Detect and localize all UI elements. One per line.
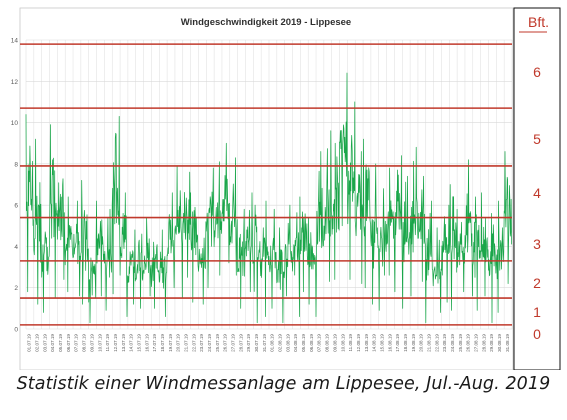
beaufort-label-0: 0 <box>533 326 541 342</box>
y-axis-tick-labels: 0 2 4 6 8 10 12 14 <box>11 38 19 334</box>
beaufort-scale-panel <box>513 7 561 370</box>
x-tick-label: 09.08.19 <box>332 334 337 352</box>
x-tick-label: 25.08.19 <box>458 334 463 352</box>
x-tick-label: 21.07.19 <box>183 334 188 352</box>
x-tick-label: 07.07.19 <box>74 334 79 352</box>
x-tick-label: 30.08.19 <box>497 334 502 352</box>
x-tick-label: 17.07.19 <box>152 334 157 352</box>
x-tick-label: 30.07.19 <box>254 334 259 352</box>
beaufort-label-5: 5 <box>533 131 541 147</box>
x-tick-label: 24.08.19 <box>450 334 455 352</box>
x-tick-label: 05.08.19 <box>301 334 306 352</box>
x-tick-label: 31.07.19 <box>262 334 267 352</box>
x-tick-label: 06.07.19 <box>66 334 71 352</box>
y-tick-label: 2 <box>14 285 18 292</box>
x-tick-label: 18.08.19 <box>403 334 408 352</box>
x-tick-label: 28.08.19 <box>481 334 486 352</box>
x-tick-label: 08.08.19 <box>325 334 330 352</box>
x-tick-label: 01.08.19 <box>270 334 275 352</box>
x-tick-label: 15.07.19 <box>136 334 141 352</box>
x-tick-label: 25.07.19 <box>215 334 220 352</box>
x-tick-label: 04.07.19 <box>50 334 55 352</box>
y-tick-label: 6 <box>14 203 18 210</box>
wind-speed-chart: Windgeschwindigkeit 2019 - Lippesee 0 2 4 6… <box>11 7 561 370</box>
x-tick-label: 22.08.19 <box>434 334 439 352</box>
beaufort-label-2: 2 <box>533 275 541 291</box>
x-tick-label: 20.08.19 <box>419 334 424 352</box>
x-tick-label: 21.08.19 <box>426 334 431 352</box>
y-tick-label: 4 <box>14 244 18 251</box>
beaufort-label-1: 1 <box>533 304 541 320</box>
x-tick-label: 29.08.19 <box>489 334 494 352</box>
x-tick-label: 31.08.19 <box>505 334 510 352</box>
x-tick-label: 16.08.19 <box>387 334 392 352</box>
beaufort-label-6: 6 <box>533 64 541 80</box>
beaufort-header: Bft. <box>528 14 549 30</box>
x-tick-label: 24.07.19 <box>207 334 212 352</box>
x-tick-label: 23.07.19 <box>199 334 204 352</box>
x-tick-label: 23.08.19 <box>442 334 447 352</box>
x-tick-label: 02.08.19 <box>278 334 283 352</box>
x-tick-label: 03.07.19 <box>42 334 47 352</box>
x-tick-label: 13.07.19 <box>121 334 126 352</box>
chart-title: Windgeschwindigkeit 2019 - Lippesee <box>181 17 351 28</box>
x-tick-label: 26.07.19 <box>223 334 228 352</box>
y-tick-label: 14 <box>11 38 19 45</box>
x-tick-label: 11.07.19 <box>105 334 110 352</box>
x-tick-label: 16.07.19 <box>144 334 149 352</box>
x-tick-label: 20.07.19 <box>176 334 181 352</box>
x-tick-label: 03.08.19 <box>285 334 290 352</box>
y-tick-label: 8 <box>14 161 18 168</box>
x-tick-label: 15.08.19 <box>379 334 384 352</box>
x-tick-label: 18.07.19 <box>160 334 165 352</box>
x-tick-label: 01.07.19 <box>27 334 32 352</box>
x-tick-label: 26.08.19 <box>466 334 471 352</box>
x-tick-label: 08.07.19 <box>82 334 87 352</box>
x-tick-label: 29.07.19 <box>246 334 251 352</box>
x-tick-label: 14.08.19 <box>372 334 377 352</box>
x-tick-label: 19.07.19 <box>168 334 173 352</box>
plot-frame <box>19 7 514 370</box>
x-tick-label: 12.07.19 <box>113 334 118 352</box>
x-tick-label: 12.08.19 <box>356 334 361 352</box>
x-tick-label: 06.08.19 <box>309 334 314 352</box>
x-tick-label: 04.08.19 <box>293 334 298 352</box>
x-tick-label: 22.07.19 <box>191 334 196 352</box>
x-tick-label: 05.07.19 <box>58 334 63 352</box>
y-tick-label: 0 <box>14 327 18 334</box>
x-tick-label: 28.07.19 <box>238 334 243 352</box>
beaufort-threshold-lines <box>20 43 512 326</box>
x-tick-label: 09.07.19 <box>89 334 94 352</box>
y-tick-label: 12 <box>11 79 19 86</box>
x-tick-label: 14.07.19 <box>129 334 134 352</box>
y-tick-label: 10 <box>11 120 19 127</box>
x-tick-label: 10.07.19 <box>97 334 102 352</box>
figure-caption: Statistik einer Windmessanlage am Lippes… <box>16 374 551 394</box>
x-tick-label: 27.07.19 <box>231 334 236 352</box>
x-tick-label: 02.07.19 <box>35 334 40 352</box>
x-axis-tick-labels: 01.07.19 02.07.19 03.07.19 04.07.19 05.07.19… <box>27 334 510 352</box>
x-tick-label: 11.08.19 <box>348 334 353 352</box>
x-tick-label: 19.08.19 <box>411 334 416 352</box>
x-tick-label: 13.08.19 <box>364 334 369 352</box>
beaufort-label-4: 4 <box>533 185 541 201</box>
x-tick-label: 10.08.19 <box>340 334 345 352</box>
grid-lines <box>25 39 513 330</box>
x-tick-label: 17.08.19 <box>395 334 400 352</box>
x-tick-label: 07.08.19 <box>317 334 322 352</box>
beaufort-label-3: 3 <box>533 236 541 252</box>
beaufort-labels: 0 1 2 3 4 5 6 <box>533 64 541 342</box>
x-tick-label: 27.08.19 <box>474 334 479 352</box>
